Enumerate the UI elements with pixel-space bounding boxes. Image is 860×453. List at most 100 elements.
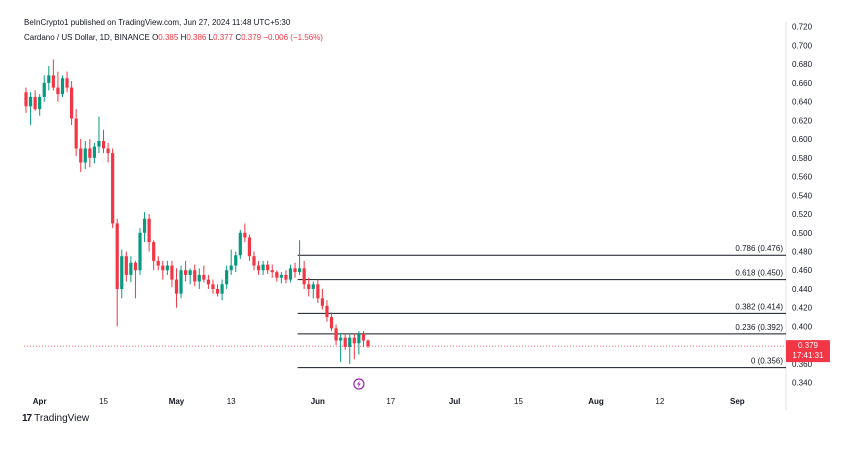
price-tick-label: 0.420 [792, 304, 813, 313]
candle-body [42, 82, 46, 97]
event-lightning-glyph [356, 380, 361, 388]
candle-body [366, 340, 370, 347]
high-value: 0.386 [186, 33, 207, 42]
candle-body [193, 270, 197, 282]
candle-body [225, 270, 229, 285]
candle-body [147, 218, 151, 243]
candle-body [202, 274, 206, 280]
price-tick-label: 0.660 [792, 79, 813, 88]
fib-level-label: 0.382 (0.414) [735, 302, 783, 311]
candle-body [247, 237, 252, 257]
candle-body [361, 333, 366, 341]
time-tick-label: Apr [33, 397, 47, 406]
candle-body [133, 262, 138, 271]
price-tick-label: 0.720 [792, 23, 813, 32]
candle-body [316, 284, 320, 299]
candle-body [307, 284, 311, 289]
price-tick-label: 0.480 [792, 247, 813, 256]
candle-body [129, 262, 133, 275]
candle-body [302, 268, 306, 285]
candle-body [234, 255, 238, 266]
time-tick-label: 12 [655, 397, 664, 406]
candle-body [288, 268, 293, 280]
time-tick-label: Sep [730, 397, 745, 406]
tradingview-footer[interactable]: 17 TradingView [22, 413, 89, 424]
publish-info: BeInCrypto1 published on TradingView.com… [24, 18, 291, 27]
candle-body [320, 298, 324, 306]
candle-body [256, 265, 261, 271]
candle-body [293, 268, 297, 273]
candle-body [65, 78, 69, 88]
price-tick-label: 0.600 [792, 135, 813, 144]
tradingview-brand: TradingView [34, 413, 90, 424]
change-value: −0.006 (−1.56%) [263, 33, 323, 42]
candle-body [24, 92, 28, 107]
candle-body [88, 148, 92, 158]
current-price-badge [786, 340, 830, 363]
candle-body [220, 284, 224, 294]
candle-body [106, 148, 110, 154]
price-tick-label: 0.500 [792, 229, 813, 238]
time-tick-label: Aug [588, 397, 604, 406]
close-label: C [235, 33, 242, 42]
candle-body [298, 268, 302, 273]
candle-body [170, 265, 174, 280]
fib-level-label: 0.618 (0.450) [735, 269, 783, 278]
candle-body [261, 264, 265, 271]
candle-body [124, 256, 128, 275]
price-tick-label: 0.700 [792, 41, 813, 50]
fib-level-label: 0 (0.356) [751, 357, 783, 366]
candle-body [33, 96, 37, 110]
candle-body [311, 284, 315, 289]
candle-body [56, 87, 60, 95]
close-value: 0.379 [241, 33, 262, 42]
candle-body [279, 274, 283, 278]
current-price-value: 0.379 [798, 341, 819, 350]
candle-body [270, 270, 274, 273]
candle-body [28, 96, 33, 107]
candle-body [174, 279, 179, 294]
candle-body [156, 260, 160, 266]
candle-body [357, 333, 361, 344]
candle-body [115, 223, 119, 289]
price-tick-label: 0.400 [792, 322, 813, 331]
low-label: L [208, 33, 214, 42]
candle-body [179, 270, 183, 294]
time-tick-label: Jun [311, 397, 325, 406]
candle-body [184, 270, 188, 275]
price-tick-label: 0.440 [792, 285, 813, 294]
candle-body [165, 265, 169, 271]
time-tick-label: 15 [99, 397, 108, 406]
candle-body [188, 270, 192, 275]
open-label: O [152, 33, 159, 42]
candle-body [252, 256, 256, 266]
price-tick-label: 0.340 [792, 379, 813, 388]
candle-body [92, 146, 96, 158]
open-value: 0.385 [158, 33, 179, 42]
time-tick-label: 17 [386, 397, 395, 406]
price-tick-label: 0.620 [792, 116, 813, 125]
candle-body [120, 256, 124, 289]
candle-body [101, 140, 106, 149]
candle-body [60, 78, 65, 95]
candle-body [343, 337, 347, 348]
candle-body [238, 232, 242, 256]
candle-body [38, 96, 42, 110]
candle-body [111, 153, 115, 224]
candle-body [339, 337, 343, 341]
high-label: H [180, 33, 187, 42]
candle-body [152, 242, 156, 261]
candle-body [97, 140, 101, 147]
candle-body [275, 272, 279, 278]
candle-body [79, 148, 83, 163]
price-tick-label: 0.560 [792, 173, 813, 182]
candle-body [325, 305, 329, 318]
candle-body [83, 148, 87, 163]
candle-body [161, 265, 165, 271]
candle-body [229, 265, 233, 271]
price-tick-label: 0.540 [792, 191, 813, 200]
candle-body [215, 288, 220, 294]
symbol-name: Cardano / US Dollar, 1D, BINANCE [24, 33, 150, 42]
candle-body [138, 232, 142, 271]
